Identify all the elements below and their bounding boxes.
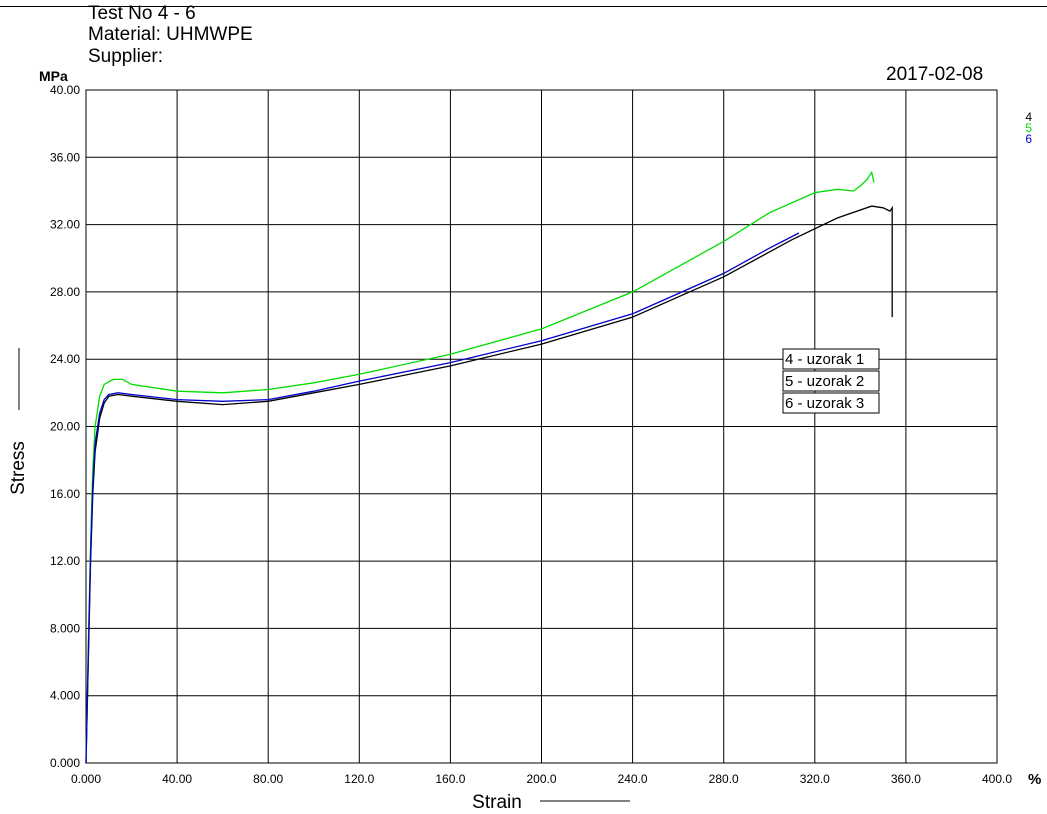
x-tick-label: 280.0	[709, 772, 739, 786]
x-unit-label: %	[1028, 771, 1042, 788]
y-tick-label: 12.00	[50, 554, 80, 568]
y-tick-label: 28.00	[50, 285, 80, 299]
top-rule	[0, 6, 1047, 7]
x-tick-label: 320.0	[800, 772, 830, 786]
legend-entry-4: 4	[1025, 110, 1032, 124]
y-tick-label: 8.000	[50, 621, 80, 635]
y-tick-label: 40.00	[50, 83, 80, 97]
legend-entry-6: 6	[1025, 132, 1032, 146]
legend-entry-5: 5	[1025, 121, 1032, 135]
test-number: Test No 4 - 6	[88, 3, 196, 24]
x-tick-label: 160.0	[435, 772, 465, 786]
series-line-5	[85, 170, 875, 764]
sample-label-box	[782, 392, 880, 414]
x-tick-label: 400.0	[982, 772, 1012, 786]
y-unit-label: MPa	[39, 68, 68, 84]
y-tick-label: 36.00	[50, 150, 80, 164]
y-tick-label: 20.00	[50, 420, 80, 434]
material-label: Material: UHMWPE	[88, 24, 253, 45]
y-tick-label: 4.000	[50, 689, 80, 703]
test-date: 2017-02-08	[886, 64, 984, 85]
x-tick-label: 40.00	[162, 772, 192, 786]
y-tick-label: 0.000	[50, 756, 80, 770]
x-tick-label: 240.0	[618, 772, 648, 786]
x-axis-title: Strain	[472, 792, 522, 813]
y-axis-title: Stress	[8, 441, 29, 495]
sample-label: 4 - uzorak 1	[785, 351, 864, 368]
y-tick-label: 32.00	[50, 218, 80, 232]
sample-label-box	[782, 370, 880, 392]
plot-frame	[85, 89, 998, 764]
x-tick-label: 200.0	[526, 772, 556, 786]
series-line-6	[85, 232, 800, 764]
sample-label: 6 - uzorak 3	[785, 395, 864, 412]
x-tick-label: 120.0	[344, 772, 374, 786]
y-tick-label: 16.00	[50, 487, 80, 501]
sample-label: 5 - uzorak 2	[785, 373, 864, 390]
y-tick-label: 24.00	[50, 352, 80, 366]
sample-label-box	[782, 348, 880, 370]
x-tick-label: 360.0	[891, 772, 921, 786]
series-line-4	[85, 205, 893, 764]
x-tick-label: 0.000	[71, 772, 101, 786]
x-tick-label: 80.00	[253, 772, 283, 786]
supplier-label: Supplier:	[88, 46, 163, 67]
